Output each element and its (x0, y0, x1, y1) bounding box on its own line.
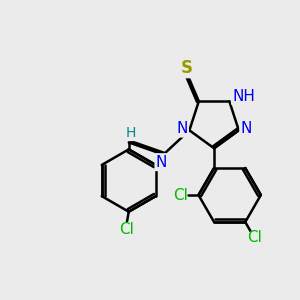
Text: S: S (181, 59, 193, 77)
Text: Cl: Cl (247, 230, 262, 245)
Text: N: N (241, 121, 252, 136)
Text: N: N (176, 121, 188, 136)
Text: N: N (241, 121, 252, 136)
Text: N: N (176, 121, 188, 136)
Text: NH: NH (232, 88, 255, 104)
Text: H: H (125, 126, 136, 140)
Text: N: N (156, 155, 167, 170)
Text: Cl: Cl (120, 221, 134, 236)
Text: S: S (181, 59, 193, 77)
Text: H: H (125, 126, 136, 140)
Text: NH: NH (232, 88, 255, 104)
Text: N: N (156, 155, 167, 170)
Text: S: S (181, 59, 193, 77)
Text: Cl: Cl (173, 188, 188, 202)
